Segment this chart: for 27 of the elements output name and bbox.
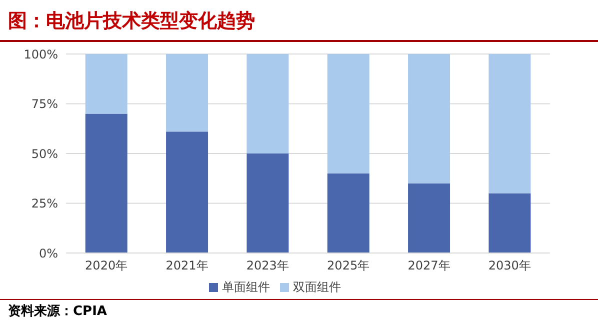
y-tick-label: 100% [24,47,58,62]
x-tick-label: 2020年 [85,258,128,273]
x-tick-label: 2027年 [408,258,450,273]
legend-label: 双面组件 [293,280,341,294]
bar [408,183,450,253]
x-tick-label: 2030年 [488,258,531,273]
x-tick-label: 2021年 [166,258,208,273]
bar [166,132,208,253]
chart-title: 图：电池片技术类型变化趋势 [8,9,255,34]
bar [85,114,128,253]
text: 资料来源：CPIA [8,303,107,320]
bar [327,173,370,253]
y-tick-label: 25% [31,196,58,211]
y-tick-label: 75% [31,97,58,112]
bar [166,54,208,132]
y-tick-label: 50% [31,146,58,161]
legend-label: 单面组件 [222,280,270,294]
bar [327,54,370,174]
bar [488,54,531,194]
bar [246,54,289,154]
y-tick-label: 0% [38,246,58,260]
x-tick-label: 2025年 [327,258,370,273]
bar [246,154,289,253]
bar [408,54,450,184]
x-tick-label: 2023年 [246,258,289,273]
bar [85,54,128,114]
bar [488,193,531,253]
